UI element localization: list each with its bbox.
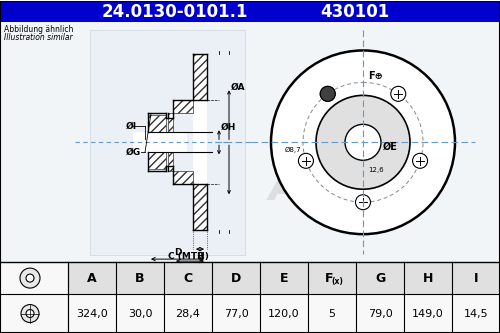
- Bar: [90, 31, 245, 255]
- Bar: [0, 23, 500, 262]
- Circle shape: [345, 124, 381, 160]
- Text: (x): (x): [331, 277, 343, 286]
- Bar: [193, 100, 207, 184]
- Text: ØG: ØG: [126, 148, 141, 157]
- Text: 430101: 430101: [320, 3, 390, 21]
- Text: 24.0130-0101.1: 24.0130-0101.1: [102, 3, 248, 21]
- Text: B: B: [135, 272, 145, 285]
- Bar: [0, 262, 500, 333]
- Circle shape: [271, 51, 455, 234]
- Text: I: I: [474, 272, 478, 285]
- Text: 14,5: 14,5: [464, 309, 488, 319]
- Bar: [193, 54, 207, 100]
- Text: Illustration similar: Illustration similar: [4, 34, 72, 43]
- Text: 79,0: 79,0: [368, 309, 392, 319]
- Text: 30,0: 30,0: [128, 309, 152, 319]
- Text: Abbildung ähnlich: Abbildung ähnlich: [4, 26, 73, 35]
- Text: 120,0: 120,0: [268, 309, 300, 319]
- Circle shape: [316, 95, 410, 189]
- Circle shape: [391, 86, 406, 101]
- Text: B: B: [196, 252, 203, 261]
- Text: D: D: [174, 248, 181, 257]
- Bar: [173, 100, 193, 113]
- Circle shape: [20, 268, 40, 288]
- Circle shape: [356, 195, 370, 210]
- Text: C (MTH): C (MTH): [168, 252, 208, 261]
- Circle shape: [21, 305, 39, 323]
- Text: 149,0: 149,0: [412, 309, 444, 319]
- Text: 5: 5: [328, 309, 336, 319]
- Text: G: G: [375, 272, 385, 285]
- Text: 12,6: 12,6: [368, 167, 384, 173]
- Text: 324,0: 324,0: [76, 309, 108, 319]
- Text: ØI: ØI: [126, 122, 137, 131]
- Bar: [0, 1, 500, 23]
- Bar: [133, 132, 187, 152]
- Text: 28,4: 28,4: [176, 309, 201, 319]
- Text: 77,0: 77,0: [224, 309, 248, 319]
- Bar: [168, 113, 173, 171]
- Text: A: A: [87, 272, 97, 285]
- Text: Ate: Ate: [269, 166, 347, 208]
- Text: F⊕: F⊕: [368, 71, 383, 81]
- Bar: [148, 115, 166, 169]
- Text: H: H: [423, 272, 433, 285]
- Text: ØH: ØH: [221, 123, 236, 132]
- Text: D: D: [231, 272, 241, 285]
- Text: Ø8,7: Ø8,7: [284, 147, 301, 154]
- Bar: [173, 171, 193, 184]
- Circle shape: [298, 153, 314, 168]
- Bar: [68, 262, 500, 294]
- Circle shape: [26, 310, 34, 318]
- Text: ØA: ØA: [231, 83, 246, 92]
- Bar: [193, 184, 207, 230]
- Circle shape: [412, 153, 428, 168]
- Text: C: C: [184, 272, 192, 285]
- Text: E: E: [280, 272, 288, 285]
- Circle shape: [320, 86, 335, 101]
- Circle shape: [320, 86, 335, 101]
- Text: F: F: [325, 272, 333, 285]
- Circle shape: [26, 274, 34, 282]
- Text: ØE: ØE: [383, 141, 398, 151]
